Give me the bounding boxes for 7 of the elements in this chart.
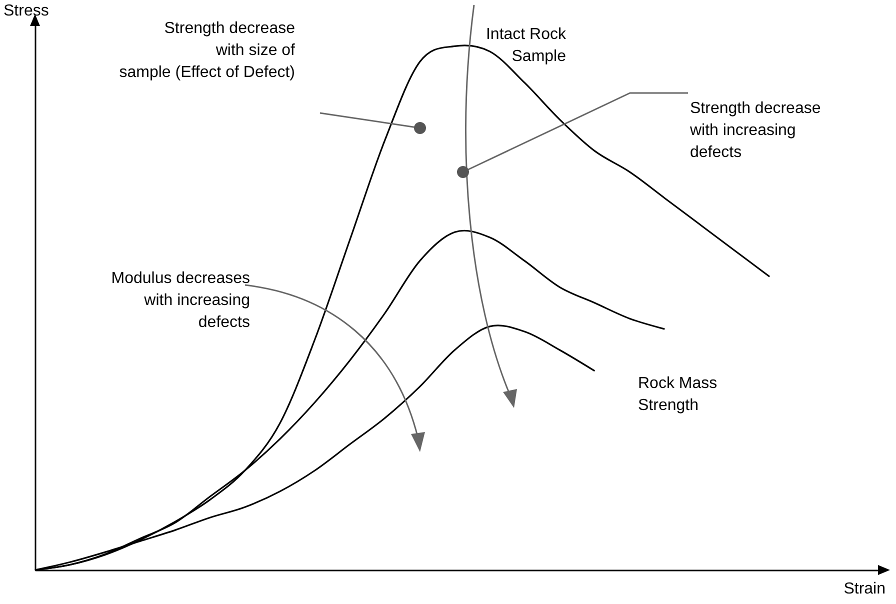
text: Rock Mass Strength xyxy=(638,375,718,414)
annotation: Strength decrease with increasing defects xyxy=(689,100,821,161)
y-axis-title: Stress xyxy=(4,2,49,20)
annotation: Strength decrease with size of sample (Effect of Defect) xyxy=(119,20,296,81)
annotation: Modulus decreases with increasing defects xyxy=(111,270,250,331)
series-label: Intact Rock Sample xyxy=(486,26,567,65)
x-axis-title: Strain xyxy=(844,580,886,598)
